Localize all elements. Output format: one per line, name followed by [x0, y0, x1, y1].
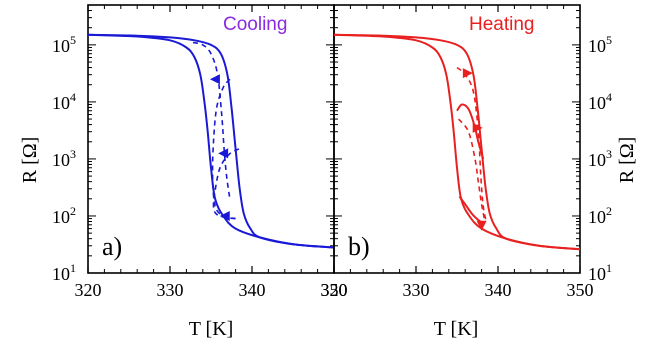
y-tick-label: 101 — [588, 261, 612, 284]
arrow-marker — [218, 148, 229, 159]
arrow-marker — [209, 74, 220, 85]
legend-label: Heating — [469, 14, 535, 35]
y-axis-title-left: R [Ω] — [19, 137, 41, 184]
x-tick-label: 340 — [485, 280, 512, 300]
x-tick-label: 320 — [321, 280, 348, 300]
y-tick-label: 104 — [588, 90, 612, 113]
arrow-marker — [462, 68, 473, 79]
x-tick-label: 330 — [403, 280, 430, 300]
x-tick-label: 350 — [321, 280, 348, 300]
solid-curve-1 — [88, 33, 334, 249]
legend-label: Cooling — [223, 14, 287, 35]
arrow-marker — [476, 220, 487, 231]
x-tick-label: 340 — [239, 280, 266, 300]
arrow-marker — [472, 122, 483, 133]
y-tick-label: 103 — [588, 147, 612, 170]
x-tick-label: 350 — [567, 280, 594, 300]
solid-curve-0 — [88, 33, 334, 249]
solid-curve-0 — [334, 33, 580, 251]
y-tick-label: 105 — [52, 33, 76, 56]
x-tick-label: 320 — [75, 280, 102, 300]
plot-frame — [333, 4, 581, 274]
arrow-marker — [219, 210, 230, 221]
dashed-curve-3 — [212, 148, 240, 220]
x-axis-title-b: T [K] — [434, 318, 479, 340]
dashed-curve-4 — [192, 41, 231, 199]
y-tick-label: 105 — [588, 33, 612, 56]
y-axis-title-right: R [Ω] — [616, 137, 638, 184]
panel-a-cooling: 320 330 340 350 101 102 103 104 105 Cooling a) — [52, 4, 348, 300]
y-tick-label: 102 — [588, 204, 612, 227]
y-tick-label: 104 — [52, 90, 76, 113]
x-axis-title-a: T [K] — [189, 318, 234, 340]
solid-curve-1 — [334, 33, 580, 251]
y-tick-label: 101 — [52, 261, 76, 284]
panel-label: b) — [348, 232, 370, 261]
dashed-curve-2 — [211, 78, 236, 220]
dashed-curve-5 — [457, 118, 486, 222]
y-tick-label: 103 — [52, 147, 76, 170]
y-tick-label: 102 — [52, 204, 76, 227]
x-tick-label: 330 — [157, 280, 184, 300]
panel-label: a) — [102, 232, 122, 261]
